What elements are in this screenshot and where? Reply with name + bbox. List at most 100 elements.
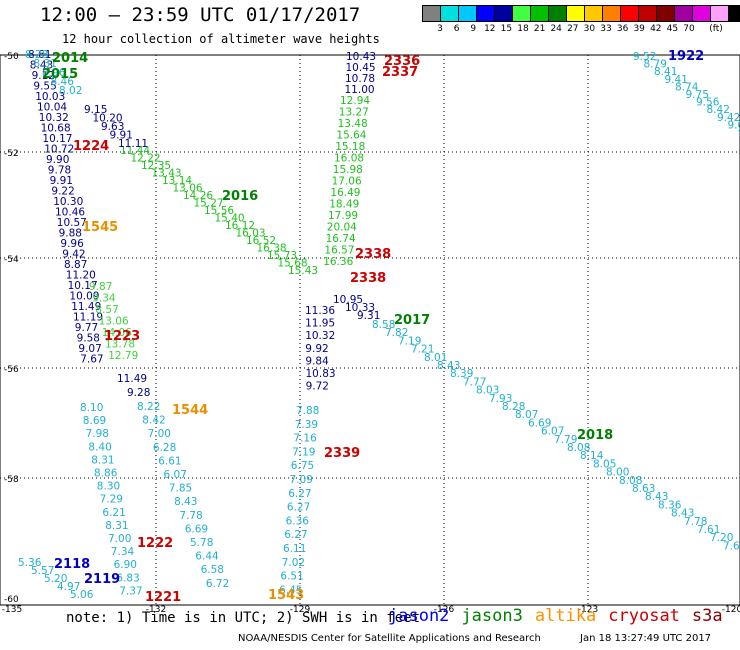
wave-height-value: 16.38 xyxy=(257,243,287,255)
wave-height-value: 7.37 xyxy=(119,585,142,597)
longitude-label: -135 xyxy=(2,605,22,615)
wave-height-value: 9.72 xyxy=(306,381,329,393)
wave-height-value: 7.78 xyxy=(179,510,202,522)
wave-height-value: 9.92 xyxy=(305,343,328,355)
wave-height-value: 16.08 xyxy=(334,153,364,165)
wave-height-value: 13.27 xyxy=(339,107,369,119)
latitude-label: -60 xyxy=(4,595,19,605)
wave-height-value: 11.00 xyxy=(345,84,375,96)
wave-height-value: 10.95 xyxy=(333,294,363,306)
wave-height-value: 8.63 xyxy=(632,483,655,495)
credit-text: NOAA/NESDIS Center for Satellite Applica… xyxy=(238,633,541,644)
wave-height-value: 8.43 xyxy=(30,60,53,72)
wave-height-value: 8.14 xyxy=(580,450,604,462)
wave-height-value: 6.51 xyxy=(280,571,303,583)
color-scale-label: 39 xyxy=(633,24,645,34)
wave-height-value: 10.32 xyxy=(39,112,69,124)
wave-height-value: 8.08 xyxy=(619,475,642,487)
wave-height-value: 6.36 xyxy=(286,515,310,527)
color-scale-label: 21 xyxy=(533,24,546,34)
scale-unit: (ft) xyxy=(709,24,723,34)
wave-height-value: 8.01 xyxy=(424,352,447,364)
wave-height-value: 13.48 xyxy=(338,118,368,130)
wave-height-value: 10.03 xyxy=(35,91,65,103)
wave-height-value: 17.99 xyxy=(328,210,358,222)
wave-height-value: 10.30 xyxy=(53,196,83,208)
wave-height-value: 6.83 xyxy=(116,572,139,584)
wave-height-value: 6.27 xyxy=(287,502,310,514)
wave-height-value: 7.6 xyxy=(723,540,740,552)
wave-height-value: 9.28 xyxy=(127,387,150,399)
wave-height-value: 7.93 xyxy=(489,393,512,405)
wave-height-value: 6.75 xyxy=(291,460,314,472)
wave-height-value: 15.64 xyxy=(336,130,366,142)
map-frame xyxy=(0,54,740,606)
wave-height-value: 7.61 xyxy=(697,524,720,536)
wave-height-value: 8.42 xyxy=(142,415,165,427)
color-scale-label: 42 xyxy=(650,24,662,34)
wave-height-value: 9.56 xyxy=(696,97,720,109)
wave-height-value: 6.58 xyxy=(201,564,224,576)
wave-height-value: 10.72 xyxy=(44,144,74,156)
latitude-label: -56 xyxy=(4,365,19,375)
wave-height-value: 9.87 xyxy=(89,281,112,293)
pass-time-label: 1545 xyxy=(82,220,118,235)
wave-height-value: 15.40 xyxy=(215,213,245,225)
wave-height-value: 8.30 xyxy=(97,481,120,493)
pass-time-label: 2337 xyxy=(382,65,418,80)
wave-height-value: 15.18 xyxy=(335,141,365,153)
footer-note: note: 1) Time is in UTC; 2) SWH is in fe… xyxy=(66,610,421,626)
wave-height-value: 9.12 xyxy=(32,70,55,82)
wave-height-value: 8.31 xyxy=(34,58,57,70)
wave-height-value: 9.34 xyxy=(92,293,116,305)
wave-height-value: 8.31 xyxy=(91,454,114,466)
longitude-label: -132 xyxy=(146,605,166,615)
color-swatches xyxy=(422,5,740,22)
wave-height-value: 8.87 xyxy=(64,259,87,271)
color-scale-label: 30 xyxy=(583,24,596,34)
color-swatch xyxy=(728,5,740,22)
wave-height-value: 9.22 xyxy=(51,186,74,198)
wave-height-value: 6.44 xyxy=(195,551,219,563)
wave-height-value: 5.20 xyxy=(44,573,67,585)
wave-height-value: 10.46 xyxy=(55,207,85,219)
wave-height-value: 8.40 xyxy=(88,441,111,453)
wave-height-value: 8.61 xyxy=(28,49,51,61)
wave-height-value: 7.67 xyxy=(80,354,103,366)
wave-height-value: 8.03 xyxy=(476,385,499,397)
wave-height-value: 7.00 xyxy=(148,428,171,440)
wave-height-value: 12.35 xyxy=(141,160,171,172)
wave-height-value: 8.42 xyxy=(707,104,730,116)
latitude-label: -52 xyxy=(4,149,19,159)
wave-height-value: 10.57 xyxy=(57,217,87,229)
wave-height-value: 8.79 xyxy=(644,59,667,71)
wave-height-value: 10.43 xyxy=(346,51,376,63)
wave-height-value: 8.31 xyxy=(105,520,128,532)
pass-time-label: 2014 xyxy=(52,51,88,66)
wave-height-value: 8.22 xyxy=(137,401,160,413)
wave-height-value: 9.63 xyxy=(101,121,124,133)
pass-time-label: 2339 xyxy=(324,446,360,461)
wave-height-value: 8.10 xyxy=(80,402,103,414)
wave-height-value: 13.43 xyxy=(152,168,182,180)
wave-height-value: 6.27 xyxy=(288,488,311,500)
wave-height-value: 12.94 xyxy=(340,95,370,107)
wave-height-value: 11.49 xyxy=(71,301,101,313)
wave-height-value: 10.09 xyxy=(69,291,99,303)
wave-height-value: 7.19 xyxy=(398,335,421,347)
latitude-label: -54 xyxy=(4,255,19,265)
satellite-legend-item: s3a xyxy=(691,606,723,626)
wave-height-value: 8.58 xyxy=(372,319,395,331)
wave-height-value: 15.43 xyxy=(288,265,318,277)
wave-height-value: 11.11 xyxy=(118,138,148,150)
wave-height-value: 9.91 xyxy=(50,175,73,187)
satellite-legend-item: altika xyxy=(534,606,597,626)
color-scale-label: 12 xyxy=(484,24,496,34)
wave-height-value: 9.52 xyxy=(633,51,656,63)
wave-height-value: 5.06 xyxy=(70,589,94,601)
pass-time-label: 2015 xyxy=(42,67,78,82)
wave-height-value: 9.58 xyxy=(77,333,100,345)
pass-time-label: 1544 xyxy=(172,403,208,418)
wave-height-value: 9.77 xyxy=(75,322,98,334)
